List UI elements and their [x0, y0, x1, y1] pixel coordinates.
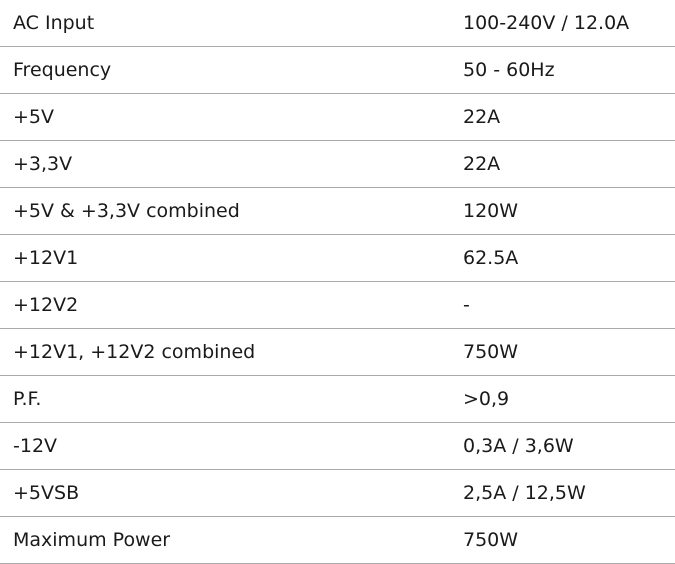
table-row: +12V2 - — [0, 282, 675, 329]
spec-label: -12V — [13, 435, 58, 457]
spec-label: +5V — [13, 106, 55, 128]
spec-value: >0,9 — [463, 388, 510, 410]
spec-value: 120W — [463, 200, 519, 222]
table-row: P.F. >0,9 — [0, 376, 675, 423]
spec-value: - — [463, 294, 470, 316]
spec-value: 2,5A / 12,5W — [463, 482, 586, 504]
spec-label: +12V2 — [13, 294, 79, 316]
spec-value: 22A — [463, 106, 501, 128]
table-row: +5VSB 2,5A / 12,5W — [0, 470, 675, 517]
spec-label: +5V & +3,3V combined — [13, 200, 240, 222]
spec-value: 0,3A / 3,6W — [463, 435, 574, 457]
spec-label: +5VSB — [13, 482, 80, 504]
spec-value: 22A — [463, 153, 501, 175]
table-row: AC Input 100-240V / 12.0A — [0, 0, 675, 47]
table-row: Maximum Power 750W — [0, 517, 675, 564]
spec-label: P.F. — [13, 388, 42, 410]
spec-label: +12V1 — [13, 247, 79, 269]
spec-value: 750W — [463, 341, 519, 363]
table-row: +3,3V 22A — [0, 141, 675, 188]
spec-label: AC Input — [13, 12, 95, 34]
spec-value: 750W — [463, 529, 519, 551]
spec-label: Frequency — [13, 59, 112, 81]
spec-label: +3,3V — [13, 153, 73, 175]
table-row: +12V1 62.5A — [0, 235, 675, 282]
spec-value: 100-240V / 12.0A — [463, 12, 630, 34]
spec-value: 62.5A — [463, 247, 519, 269]
spec-label: +12V1, +12V2 combined — [13, 341, 256, 363]
table-row: Frequency 50 - 60Hz — [0, 47, 675, 94]
table-row: +5V & +3,3V combined 120W — [0, 188, 675, 235]
spec-label: Maximum Power — [13, 529, 171, 551]
spec-value: 50 - 60Hz — [463, 59, 555, 81]
table-row: +12V1, +12V2 combined 750W — [0, 329, 675, 376]
table-row: -12V 0,3A / 3,6W — [0, 423, 675, 470]
table-row: +5V 22A — [0, 94, 675, 141]
